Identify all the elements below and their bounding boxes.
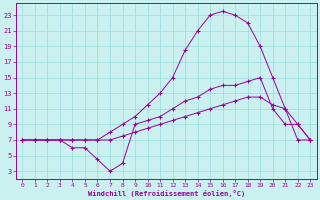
X-axis label: Windchill (Refroidissement éolien,°C): Windchill (Refroidissement éolien,°C) [88,190,245,197]
